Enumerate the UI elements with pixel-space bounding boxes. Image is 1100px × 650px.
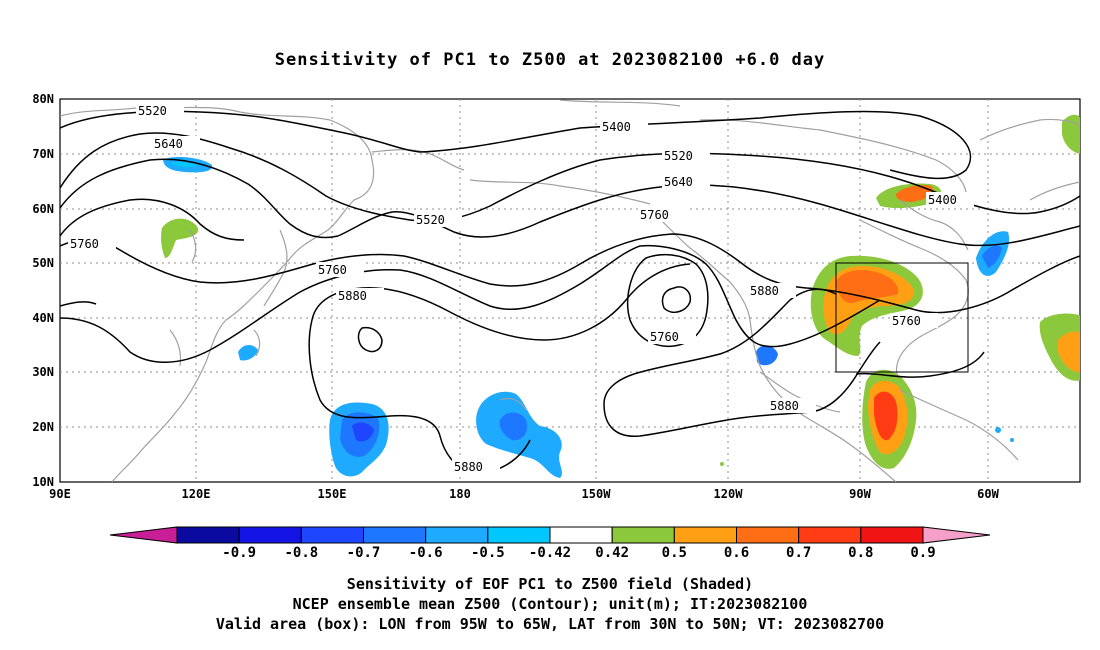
colorbar-swatch	[798, 526, 862, 544]
contour-label-group: 5520 5640 5400 5520 5640 5760 5520 5760 …	[68, 103, 974, 474]
contour-label: 5520	[664, 149, 693, 163]
contour-label: 5760	[650, 330, 679, 344]
colorbar-swatch	[611, 526, 675, 544]
contour-label: 5760	[640, 208, 669, 222]
contour-label: 5640	[154, 137, 183, 151]
colorbar-swatch	[487, 526, 551, 544]
lat-label: 20N	[32, 420, 54, 434]
colorbar-arrow-low	[109, 526, 178, 544]
colorbar-arrow-high	[922, 526, 991, 544]
lon-label: 180	[449, 487, 471, 501]
map-title: Sensitivity of PC1 to Z500 at 2023082100…	[274, 50, 826, 70]
colorbar: -0.9 -0.8 -0.7 -0.6 -0.5 -0.42 0.42 0.5 0.6 0.7 0.…	[109, 526, 991, 561]
lat-label: 80N	[32, 92, 54, 106]
colorbar-label: -0.7	[347, 545, 381, 561]
colorbar-swatch	[176, 526, 240, 544]
colorbar-swatch	[549, 526, 613, 544]
graticule	[60, 99, 1080, 482]
colorbar-label: 0.8	[848, 545, 873, 561]
lat-label: 40N	[32, 311, 54, 325]
caption-line: Sensitivity of EOF PC1 to Z500 field (Sh…	[346, 575, 754, 593]
colorbar-label: -0.42	[529, 545, 571, 561]
sensitivity-shading	[161, 114, 1080, 478]
longitude-axis: 90E 120E 150E 180 150W 120W 90W 60W	[49, 487, 999, 501]
lon-label: 150E	[318, 487, 347, 501]
contour-label: 5880	[770, 399, 799, 413]
colorbar-label: -0.8	[284, 545, 318, 561]
contour-label: 5640	[664, 175, 693, 189]
lat-label: 30N	[32, 365, 54, 379]
colorbar-swatch	[860, 526, 924, 544]
lon-label: 60W	[977, 487, 999, 501]
colorbar-label: 0.9	[910, 545, 935, 561]
contour-label: 5880	[750, 284, 779, 298]
colorbar-label: 0.7	[786, 545, 811, 561]
colorbar-label: 0.5	[662, 545, 687, 561]
contour-label: 5880	[454, 460, 483, 474]
colorbar-label: 0.42	[595, 545, 629, 561]
lat-label: 70N	[32, 147, 54, 161]
lon-label: 120E	[182, 487, 211, 501]
lat-label: 10N	[32, 475, 54, 489]
lon-label: 150W	[582, 487, 612, 501]
contour-label: 5880	[338, 289, 367, 303]
lat-label: 60N	[32, 202, 54, 216]
valid-area-box	[835, 262, 969, 373]
colorbar-swatch	[673, 526, 737, 544]
lon-label: 120W	[714, 487, 744, 501]
contour-label: 5520	[138, 104, 167, 118]
colorbar-label: -0.6	[409, 545, 443, 561]
colorbar-swatch	[363, 526, 427, 544]
colorbar-swatch	[425, 526, 489, 544]
contour-label: 5760	[70, 237, 99, 251]
coastlines	[60, 99, 1080, 482]
colorbar-swatch	[300, 526, 365, 544]
colorbar-label: -0.5	[471, 545, 505, 561]
colorbar-label: 0.6	[724, 545, 749, 561]
latitude-axis: 80N 70N 60N 50N 40N 30N 20N 10N	[32, 92, 54, 489]
contour-label: 5760	[892, 314, 921, 328]
contour-label: 5520	[416, 213, 445, 227]
colorbar-swatch	[238, 526, 302, 544]
lat-label: 50N	[32, 256, 54, 270]
colorbar-label: -0.9	[222, 545, 256, 561]
colorbar-swatch	[736, 526, 800, 544]
contour-label: 5760	[318, 263, 347, 277]
caption-line: Valid area (box): LON from 95W to 65W, L…	[215, 615, 885, 633]
lon-label: 90W	[849, 487, 871, 501]
lon-label: 90E	[49, 487, 71, 501]
caption-line: NCEP ensemble mean Z500 (Contour); unit(…	[292, 595, 808, 613]
contour-label: 5400	[602, 120, 631, 134]
contour-label: 5400	[928, 193, 957, 207]
caption-block: Sensitivity of EOF PC1 to Z500 field (Sh…	[0, 574, 1100, 634]
